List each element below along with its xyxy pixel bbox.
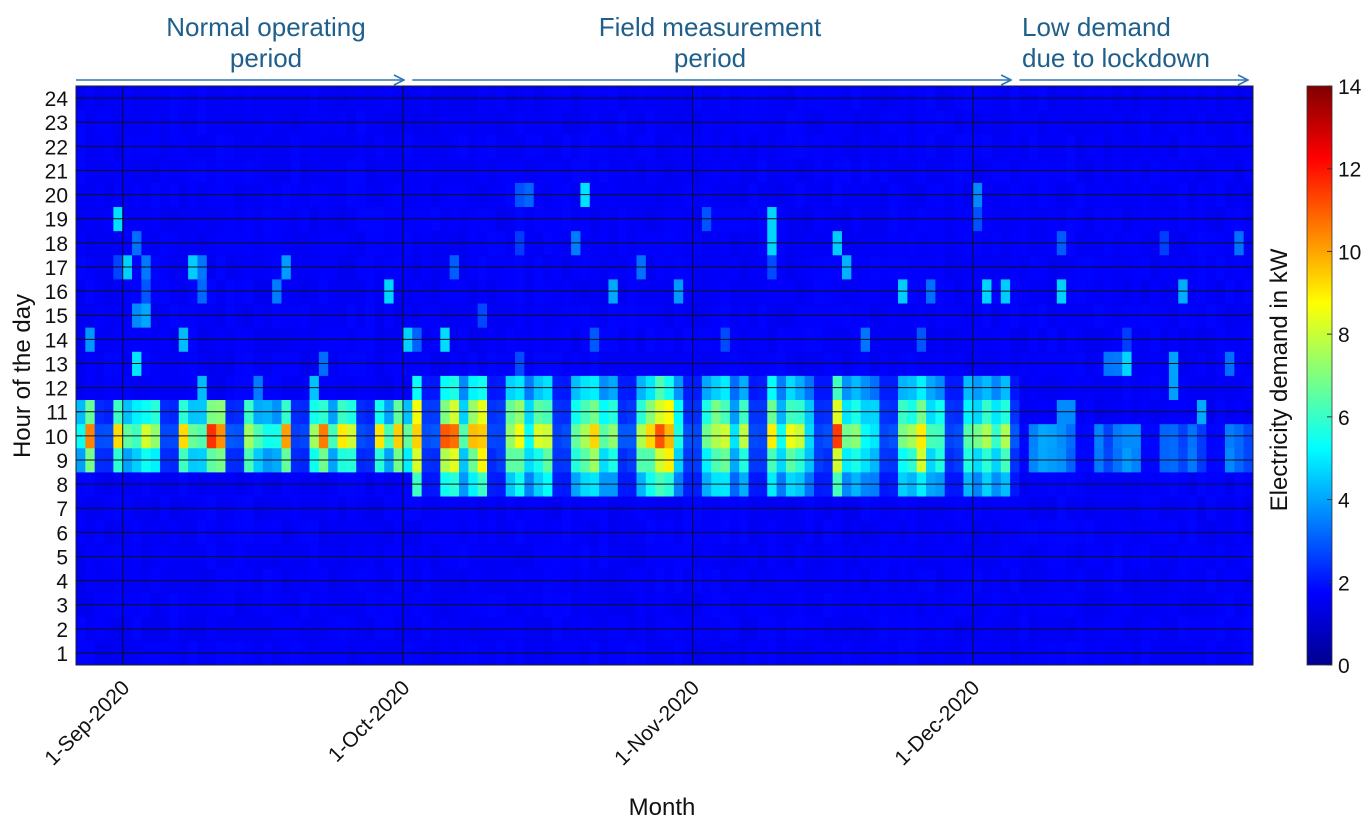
annotation-line: Low demand	[1022, 12, 1171, 42]
y-tick-label: 8	[56, 474, 68, 497]
y-tick-label: 6	[56, 522, 68, 545]
y-tick-label: 20	[45, 185, 68, 208]
annotation-normal-period: Normal operating period	[126, 12, 406, 74]
y-tick-label: 10	[45, 426, 68, 449]
y-tick-label: 18	[45, 233, 68, 256]
y-tick-label: 19	[45, 209, 68, 232]
colorbar-tick-label: 8	[1338, 324, 1350, 347]
y-tick-label: 1	[56, 643, 68, 666]
y-tick-label: 21	[45, 160, 68, 183]
annotation-lockdown-period: Low demand due to lockdown	[1022, 12, 1252, 74]
y-tick-label: 16	[45, 281, 68, 304]
grid-lines	[76, 86, 1253, 665]
annotation-line: due to lockdown	[1022, 43, 1210, 73]
colorbar-tick-label: 12	[1338, 159, 1361, 182]
y-tick-label: 2	[56, 619, 68, 642]
annotation-field-period: Field measurement period	[560, 12, 860, 74]
y-tick-label: 11	[46, 402, 68, 425]
colorbar-tick-label: 4	[1338, 490, 1350, 513]
y-tick-label: 15	[45, 305, 68, 328]
y-tick-label: 13	[45, 353, 68, 376]
annotation-line: Normal operating	[166, 12, 366, 42]
x-tick-label: 1-Sep-2020	[40, 676, 134, 770]
x-tick-label: 1-Oct-2020	[324, 676, 415, 767]
x-tick-label: 1-Nov-2020	[610, 676, 704, 770]
y-tick-label: 22	[45, 136, 68, 159]
x-axis: 1-Sep-2020 1-Oct-2020 1-Nov-2020 1-Dec-2020	[40, 676, 984, 770]
colorbar	[1306, 85, 1333, 666]
colorbar-ticks: 0 2 4 6 8 10 12 14	[1327, 76, 1362, 678]
y-axis-label: Hour of the day	[9, 294, 36, 458]
annotation-line: Field measurement	[598, 12, 822, 42]
y-tick-label: 4	[56, 571, 68, 594]
y-tick-label: 5	[56, 546, 68, 569]
y-tick-label: 12	[45, 378, 68, 401]
annotation-line: period	[229, 43, 303, 73]
colorbar-tick-label: 14	[1338, 76, 1362, 99]
x-tick-label: 1-Dec-2020	[890, 676, 984, 770]
colorbar-tick-label: 10	[1338, 241, 1361, 264]
y-tick-label: 3	[56, 595, 68, 618]
annotation-line: period	[673, 43, 747, 73]
y-tick-label: 17	[45, 257, 68, 280]
heatmap-cells	[76, 86, 1254, 666]
y-tick-label: 7	[56, 498, 68, 521]
colorbar-tick-label: 2	[1338, 572, 1350, 595]
y-tick-label: 23	[45, 112, 68, 135]
colorbar-tick-label: 0	[1338, 655, 1350, 678]
y-tick-label: 24	[45, 88, 69, 111]
y-tick-label: 14	[45, 329, 69, 352]
colorbar-label: Electricity demand in kW	[1266, 248, 1293, 511]
y-tick-label: 9	[56, 450, 68, 473]
colorbar-tick-label: 6	[1338, 407, 1350, 430]
x-axis-label: Month	[629, 794, 696, 821]
plot-frame	[75, 85, 1254, 666]
